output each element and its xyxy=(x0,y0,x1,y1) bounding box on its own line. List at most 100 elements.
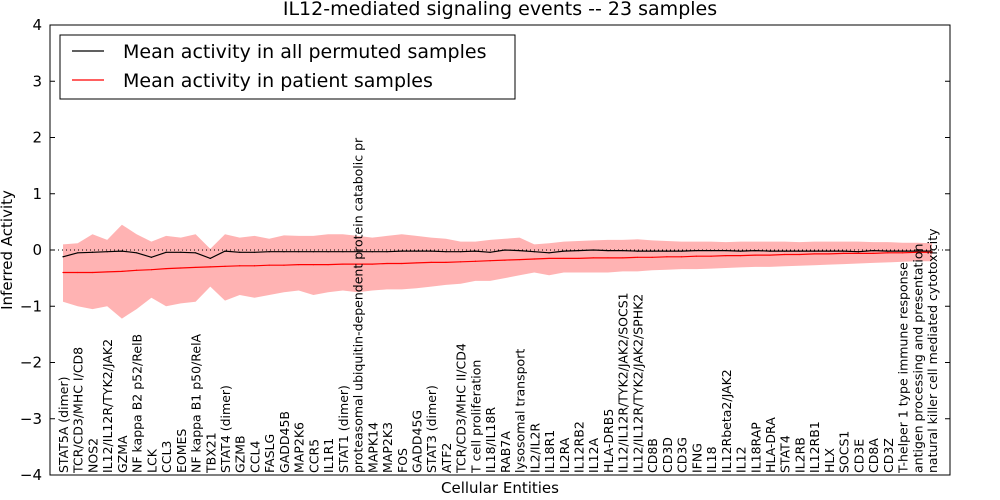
category-label-7: CCL3 xyxy=(159,441,174,473)
patient-point-42 xyxy=(681,256,683,258)
permuted-point-22 xyxy=(386,251,388,253)
patient-point-59 xyxy=(931,251,933,253)
category-label-10: TBX21 xyxy=(203,432,218,474)
permuted-point-41 xyxy=(666,250,668,252)
legend-box xyxy=(59,34,516,100)
permuted-point-36 xyxy=(592,249,594,251)
patient-point-30 xyxy=(504,259,506,261)
category-label-11: STAT4 (dimer) xyxy=(218,385,233,473)
category-label-56: CD3Z xyxy=(881,438,896,473)
category-label-51: IL12RB1 xyxy=(807,421,822,473)
permuted-point-57 xyxy=(901,250,904,252)
permuted-point-58 xyxy=(916,250,918,252)
patient-point-0 xyxy=(62,271,64,274)
category-label-17: CCR5 xyxy=(306,439,321,473)
permuted-point-48 xyxy=(769,250,771,252)
permuted-point-14 xyxy=(268,251,270,253)
permuted-point-32 xyxy=(533,251,535,253)
category-label-40: CD8B xyxy=(645,438,660,473)
patient-point-15 xyxy=(283,264,285,266)
patient-point-39 xyxy=(636,256,639,258)
patient-point-49 xyxy=(784,253,786,256)
patient-point-44 xyxy=(710,255,712,257)
permuted-point-0 xyxy=(62,256,64,258)
patient-point-50 xyxy=(798,253,801,256)
patient-point-8 xyxy=(180,267,182,269)
category-label-52: HLX xyxy=(822,448,837,473)
permuted-point-21 xyxy=(371,251,373,253)
patient-point-5 xyxy=(136,269,138,271)
permuted-point-7 xyxy=(165,251,167,253)
permuted-point-39 xyxy=(636,250,639,252)
permuted-point-47 xyxy=(754,249,756,252)
category-label-37: HLA-DRB5 xyxy=(601,409,616,473)
permuted-point-2 xyxy=(91,251,94,253)
permuted-point-37 xyxy=(607,249,609,252)
category-label-29: IL18/IL18R xyxy=(483,407,498,473)
y-tick-label-2: −2 xyxy=(20,354,42,372)
category-label-0: STAT5A (dimer) xyxy=(56,377,71,473)
patient-point-14 xyxy=(268,264,270,266)
category-label-19: STAT1 (dimer) xyxy=(336,385,351,473)
permuted-point-26 xyxy=(445,251,447,253)
patient-point-53 xyxy=(843,252,845,254)
permuted-point-53 xyxy=(843,250,845,252)
category-label-47: IL18RAP xyxy=(748,422,763,473)
category-label-58: antigen processing and presentation xyxy=(910,244,925,473)
category-label-14: FASLG xyxy=(262,434,277,473)
permuted-point-52 xyxy=(828,250,830,252)
category-label-43: IFNG xyxy=(689,443,704,473)
category-label-33: IL18R1 xyxy=(542,430,557,473)
permuted-point-1 xyxy=(77,252,79,254)
patient-point-26 xyxy=(445,261,447,263)
permuted-point-8 xyxy=(180,251,182,253)
permuted-point-18 xyxy=(327,251,329,253)
category-label-50: IL2RB xyxy=(792,437,807,473)
permuted-point-31 xyxy=(518,249,521,252)
category-label-26: ATF2 xyxy=(439,443,454,473)
patient-mean-line xyxy=(63,251,932,274)
patient-point-48 xyxy=(769,254,771,256)
patient-point-45 xyxy=(725,255,727,257)
patient-point-57 xyxy=(901,252,904,254)
patient-point-25 xyxy=(430,261,432,263)
permuted-point-28 xyxy=(474,250,477,252)
patient-point-20 xyxy=(356,263,359,265)
permuted-point-20 xyxy=(356,251,359,253)
permuted-point-40 xyxy=(651,250,653,252)
patient-point-41 xyxy=(666,256,668,258)
permuted-point-9 xyxy=(194,252,197,254)
patient-point-22 xyxy=(386,262,388,265)
patient-point-17 xyxy=(312,264,314,266)
category-label-30: RAB7A xyxy=(498,431,513,473)
y-tick-label-3: −1 xyxy=(20,297,42,315)
permuted-point-44 xyxy=(710,249,712,252)
patient-point-55 xyxy=(872,252,874,254)
permuted-point-6 xyxy=(150,256,152,258)
permuted-point-50 xyxy=(798,250,801,252)
y-tick-label-4: 0 xyxy=(32,241,42,259)
permuted-point-19 xyxy=(342,251,344,253)
patient-point-27 xyxy=(460,261,462,263)
category-label-18: IL1R1 xyxy=(321,438,336,473)
permuted-point-34 xyxy=(563,250,565,252)
patient-point-18 xyxy=(327,264,329,266)
permuted-point-24 xyxy=(415,250,418,252)
patient-point-40 xyxy=(651,256,653,258)
patient-point-11 xyxy=(224,265,226,267)
category-label-13: CCL4 xyxy=(248,441,263,473)
category-label-44: IL18 xyxy=(704,446,719,473)
category-label-39: IL12/IL12R/TYK2/JAK2/SPHK2 xyxy=(630,294,645,473)
category-label-28: T cell proliferation xyxy=(468,360,483,474)
permuted-point-54 xyxy=(857,251,859,253)
permuted-point-3 xyxy=(106,251,108,253)
permuted-point-25 xyxy=(430,250,432,252)
permuted-point-30 xyxy=(504,249,506,251)
category-label-20: proteasomal ubiquitin-dependent protein … xyxy=(351,137,366,473)
patient-point-19 xyxy=(342,263,344,265)
category-label-49: STAT4 xyxy=(778,435,793,473)
category-label-59: natural killer cell mediated cytotoxicit… xyxy=(925,228,940,473)
patient-point-58 xyxy=(916,251,918,253)
patient-point-10 xyxy=(209,266,211,268)
category-label-4: GZMA xyxy=(115,435,130,473)
